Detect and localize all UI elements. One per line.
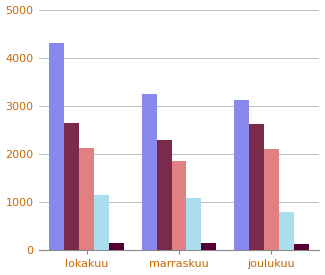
Bar: [187, 198, 202, 251]
Bar: [142, 94, 157, 251]
Bar: [249, 124, 264, 251]
Bar: [157, 140, 172, 251]
Bar: [79, 148, 94, 251]
Bar: [109, 243, 124, 251]
Bar: [172, 161, 187, 251]
Bar: [234, 100, 249, 251]
Bar: [49, 43, 64, 251]
Bar: [94, 195, 109, 251]
Bar: [264, 149, 279, 251]
Bar: [279, 212, 293, 251]
Bar: [293, 244, 308, 251]
Bar: [64, 123, 79, 251]
Bar: [202, 243, 216, 251]
